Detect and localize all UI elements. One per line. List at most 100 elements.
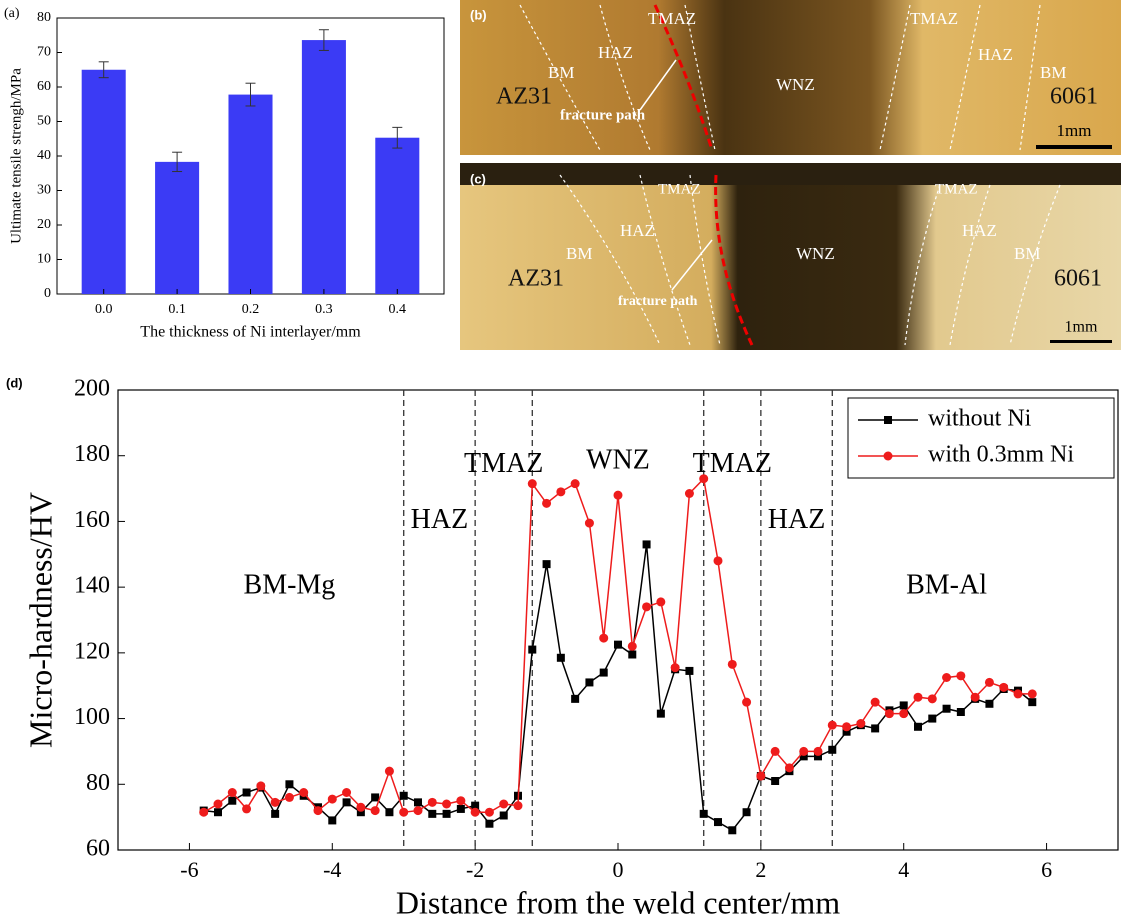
y-tick-label: 160 bbox=[74, 507, 110, 533]
x-tick-label: 0 bbox=[613, 857, 624, 882]
marker bbox=[371, 793, 380, 802]
marker bbox=[242, 804, 252, 814]
y-tick-label: 60 bbox=[86, 836, 110, 862]
marker bbox=[728, 826, 737, 835]
marker bbox=[327, 794, 337, 804]
marker bbox=[928, 714, 937, 723]
marker bbox=[956, 671, 966, 681]
marker bbox=[528, 645, 537, 654]
y-tick-label: 140 bbox=[74, 573, 110, 599]
x-axis-title: Distance from the weld center/mm bbox=[396, 884, 840, 920]
micrograph-image bbox=[460, 0, 1121, 155]
fracture-label: fracture path bbox=[560, 107, 646, 123]
pointer bbox=[671, 239, 713, 291]
marker bbox=[399, 807, 409, 817]
pointer bbox=[639, 59, 677, 111]
marker bbox=[956, 708, 965, 716]
marker bbox=[484, 807, 494, 817]
marker bbox=[842, 722, 852, 732]
marker bbox=[914, 722, 922, 731]
x-tick-label: -4 bbox=[323, 857, 341, 882]
marker bbox=[242, 788, 251, 797]
marker bbox=[828, 745, 837, 754]
y-tick-label: 50 bbox=[37, 114, 51, 129]
x-tick-label: 0.2 bbox=[242, 302, 260, 317]
marker bbox=[899, 701, 908, 710]
marker bbox=[642, 540, 651, 549]
marker bbox=[542, 498, 552, 508]
marker bbox=[585, 678, 594, 687]
zone-label: HAZ bbox=[620, 221, 655, 240]
marker bbox=[384, 766, 394, 776]
legend-box bbox=[847, 397, 1115, 479]
marker bbox=[471, 801, 480, 810]
x-axis-title: The thickness of Ni interlayer/mm bbox=[140, 324, 361, 341]
marker bbox=[499, 799, 509, 809]
zone-label: HAZ bbox=[978, 45, 1013, 64]
marker bbox=[713, 556, 723, 566]
alloy-label: AZ31 bbox=[508, 266, 564, 292]
x-tick-label: -2 bbox=[466, 857, 484, 882]
marker bbox=[627, 641, 637, 651]
marker bbox=[642, 602, 652, 612]
marker bbox=[328, 816, 337, 825]
zone-label: BM bbox=[548, 63, 574, 82]
bar bbox=[228, 94, 273, 294]
y-tick-label: 80 bbox=[86, 770, 110, 796]
y-tick-label: 10 bbox=[37, 252, 51, 267]
micrograph-edge bbox=[460, 163, 1121, 185]
marker bbox=[270, 797, 280, 807]
zone-label: BM bbox=[566, 244, 592, 263]
x-tick-label: -6 bbox=[180, 857, 198, 882]
marker bbox=[342, 798, 351, 807]
marker bbox=[670, 663, 680, 673]
y-tick-label: 120 bbox=[74, 638, 110, 664]
marker bbox=[356, 808, 365, 817]
marker bbox=[684, 489, 694, 498]
marker bbox=[727, 659, 737, 669]
marker bbox=[985, 699, 994, 708]
marker bbox=[584, 518, 594, 528]
marker bbox=[228, 796, 237, 805]
micrograph-c: (c) TMAZ TMAZ HAZ HAZ BM BM WNZ AZ31 606… bbox=[460, 163, 1121, 350]
marker bbox=[913, 692, 923, 702]
marker bbox=[999, 682, 1009, 692]
zone-label: BM bbox=[1040, 63, 1066, 82]
marker bbox=[1028, 698, 1037, 707]
marker bbox=[842, 727, 851, 736]
legend-label: without Ni bbox=[928, 406, 1032, 432]
zone-annotation: HAZ bbox=[411, 504, 469, 535]
marker bbox=[399, 791, 408, 800]
y-tick-label: 60 bbox=[37, 79, 51, 94]
marker bbox=[542, 560, 551, 569]
scale-bar bbox=[1050, 340, 1112, 343]
scale-bar bbox=[1036, 145, 1112, 149]
panel-label: (c) bbox=[470, 171, 486, 186]
x-tick-label: 4 bbox=[898, 857, 909, 882]
x-tick-label: 0.1 bbox=[168, 302, 186, 317]
zone-label: HAZ bbox=[962, 221, 997, 240]
bar bbox=[155, 161, 200, 294]
scale-label: 1mm bbox=[1065, 319, 1098, 336]
marker bbox=[342, 788, 352, 797]
marker bbox=[856, 719, 866, 728]
y-tick-label: 200 bbox=[74, 376, 110, 402]
marker bbox=[699, 809, 708, 818]
x-tick-label: 0.0 bbox=[95, 302, 113, 317]
marker bbox=[870, 697, 880, 707]
marker bbox=[214, 808, 222, 817]
fracture-line bbox=[714, 174, 754, 346]
marker bbox=[827, 720, 837, 730]
marker bbox=[984, 677, 994, 687]
y-tick-label: 30 bbox=[37, 183, 51, 198]
marker bbox=[813, 746, 823, 756]
marker bbox=[1027, 689, 1037, 699]
y-tick-label: 180 bbox=[74, 441, 110, 467]
scale-label: 1mm bbox=[1057, 121, 1092, 140]
marker bbox=[227, 788, 237, 797]
y-tick-label: 100 bbox=[74, 704, 110, 730]
marker bbox=[499, 811, 508, 820]
marker bbox=[884, 709, 894, 719]
zone-label: TMAZ bbox=[658, 181, 701, 197]
legend-marker bbox=[883, 451, 893, 461]
